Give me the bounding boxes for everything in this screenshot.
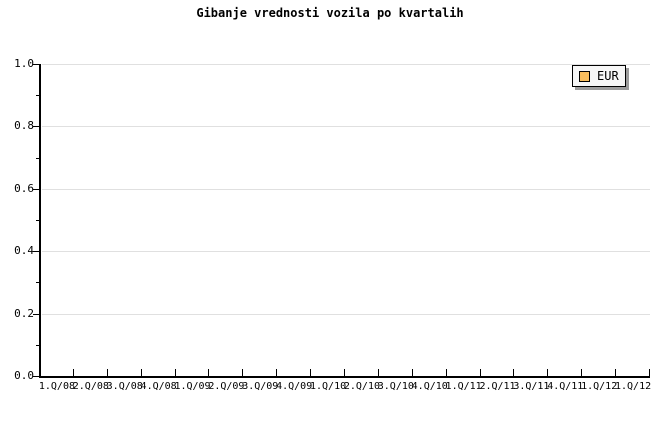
x-tick-label: 2.Q/10 <box>343 381 380 392</box>
x-tick-label: 1.Q/09 <box>174 381 211 392</box>
x-tick <box>649 369 650 376</box>
x-tick <box>344 369 345 376</box>
x-tick-label: 2.Q/08 <box>72 381 109 392</box>
y-minor-tick <box>36 157 40 159</box>
y-gridline <box>42 64 650 65</box>
y-major-tick <box>33 188 40 190</box>
y-minor-tick <box>36 220 40 221</box>
y-minor-tick <box>36 95 40 97</box>
x-tick-label: 3.Q/10 <box>377 381 414 392</box>
x-tick-label: 1.Q/12 <box>581 381 618 392</box>
x-tick-label: 1.Q/10 <box>309 381 347 392</box>
x-tick-label: 4.Q/10 <box>411 381 448 392</box>
x-tick-label: 2.Q/11 <box>479 381 516 392</box>
y-tick-label: 1.0 <box>14 57 34 70</box>
x-tick <box>72 369 74 376</box>
y-gridline <box>42 188 650 190</box>
x-tick <box>377 369 379 376</box>
y-tick-label: 0.4 <box>14 244 34 258</box>
x-tick-label: 3.Q/08 <box>106 381 143 392</box>
legend: EUR <box>572 65 626 87</box>
chart-title: Gibanje vrednosti vozila po kvartalih <box>196 6 464 20</box>
x-tick-label: 4.Q/09 <box>276 381 313 392</box>
x-tick <box>140 369 142 376</box>
x-tick <box>242 369 244 376</box>
y-major-tick <box>33 64 40 65</box>
x-tick <box>547 369 549 376</box>
x-tick <box>310 369 312 376</box>
x-axis-line <box>39 376 650 378</box>
x-tick <box>445 369 447 376</box>
x-tick-label: 3.Q/09 <box>242 381 279 392</box>
x-tick <box>208 369 210 376</box>
x-tick <box>276 369 278 376</box>
y-tick-label: 0.0 <box>14 369 34 382</box>
x-tick <box>106 369 108 376</box>
x-tick <box>479 369 481 376</box>
x-tick-label: 1.Q/12 <box>614 381 652 392</box>
y-gridline <box>42 313 650 315</box>
x-tick <box>581 369 583 376</box>
legend-swatch-eur <box>579 70 590 82</box>
x-tick-label: 1.Q/11 <box>445 381 482 392</box>
x-tick-label: 4.Q/08 <box>140 381 177 392</box>
x-tick <box>174 369 176 376</box>
legend-label-eur: EUR <box>597 69 619 83</box>
y-tick-label: 0.6 <box>14 181 34 195</box>
x-tick <box>513 369 515 376</box>
y-gridline <box>42 251 650 253</box>
y-tick-label: 0.2 <box>14 306 34 320</box>
y-major-tick <box>33 126 40 128</box>
y-major-tick <box>33 376 40 377</box>
y-axis-line <box>39 64 41 378</box>
x-tick-label: 3.Q/11 <box>513 381 550 392</box>
x-tick-label: 1.Q/08 <box>38 381 75 392</box>
x-tick-label: 2.Q/09 <box>208 381 245 392</box>
x-tick <box>411 369 413 376</box>
x-tick-label: 4.Q/11 <box>547 381 584 392</box>
x-tick <box>615 369 617 376</box>
y-major-tick <box>33 251 40 253</box>
y-tick-label: 0.8 <box>14 119 34 133</box>
y-major-tick <box>33 313 40 315</box>
y-minor-tick <box>36 282 40 284</box>
y-minor-tick <box>36 344 40 346</box>
y-gridline <box>42 126 650 128</box>
